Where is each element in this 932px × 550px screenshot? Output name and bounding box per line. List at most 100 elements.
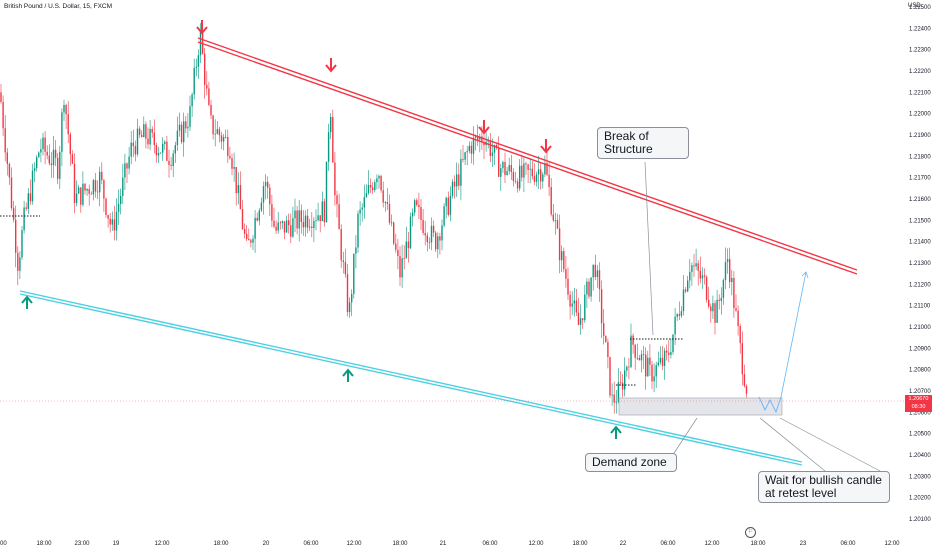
candle-body: [466, 151, 468, 153]
candle-body: [143, 124, 145, 137]
candle-body: [113, 219, 116, 231]
candle-body: [31, 170, 34, 202]
y-tick-label: 1.22200: [909, 69, 931, 75]
candle-body: [170, 165, 172, 167]
candle-body: [204, 53, 206, 85]
candle-body: [558, 228, 561, 261]
candle-body: [372, 187, 374, 191]
candle-body: [481, 136, 483, 142]
candle-body: [483, 141, 485, 146]
candle-body: [737, 310, 739, 327]
candle-body: [458, 174, 460, 186]
candle-body: [10, 177, 13, 209]
candle-body: [36, 157, 38, 169]
candle-body: [668, 352, 670, 355]
candle-body: [718, 299, 720, 301]
candle-body: [334, 162, 336, 196]
down-arrow-icon: [540, 145, 552, 154]
candle-body: [290, 225, 292, 237]
candle-body: [264, 181, 267, 187]
candle-body: [260, 202, 263, 211]
candle-body: [233, 167, 235, 169]
candle-body: [474, 136, 477, 138]
candle-body: [46, 151, 48, 156]
candle-body: [344, 261, 347, 275]
x-tick-label: 18:00: [572, 541, 588, 547]
candle-body: [724, 262, 727, 280]
current-price-value: 1.20670: [908, 396, 929, 402]
candle-body: [512, 171, 515, 181]
candle-body: [432, 225, 435, 233]
candle-body: [588, 281, 590, 297]
candle-body: [542, 174, 544, 182]
candle-body: [153, 132, 155, 146]
candle-body: [132, 142, 134, 147]
drawing-overlays: [0, 20, 905, 472]
candle-body: [422, 219, 424, 233]
candle-body: [430, 225, 433, 243]
candle-body: [90, 193, 92, 195]
candle-body: [269, 187, 271, 205]
candle-body: [361, 207, 363, 210]
candle-body: [340, 229, 342, 261]
candle-body: [86, 188, 88, 191]
candle-body: [628, 366, 630, 368]
candle-body: [298, 210, 300, 229]
candle-body: [731, 277, 733, 282]
y-axis: 1.22500 1.22400 1.22300 1.22200 1.22100 1.220…: [909, 5, 931, 523]
candle-body: [130, 142, 132, 157]
candle-body: [661, 357, 664, 366]
candle-body: [584, 294, 586, 321]
wait-note-callout[interactable]: Wait for bullish candle at retest level: [758, 471, 890, 503]
candle-body: [716, 299, 718, 323]
y-tick-label: 1.21300: [909, 261, 931, 267]
candle-body: [682, 289, 685, 312]
candle-body: [239, 185, 242, 210]
candle-body: [365, 193, 368, 198]
y-tick-label: 1.21700: [909, 176, 931, 182]
demand-zone-callout[interactable]: Demand zone: [585, 453, 677, 472]
candle-body: [321, 201, 323, 222]
candle-countdown: 08:30: [911, 404, 926, 410]
candle-body: [428, 242, 431, 243]
candle-body: [117, 203, 120, 212]
candle-body: [657, 362, 659, 366]
candle-body: [193, 67, 195, 95]
candle-body: [355, 247, 357, 254]
candle-body: [275, 226, 277, 231]
candle-body: [17, 252, 19, 271]
candle-body: [330, 117, 332, 133]
candle-body: [550, 187, 552, 215]
candle-body: [378, 175, 380, 179]
up-arrow-icon: [342, 368, 354, 377]
candle-body: [29, 193, 32, 202]
candle-body: [75, 193, 78, 203]
candle-body: [159, 152, 162, 154]
flag-icon[interactable]: ⚐: [745, 527, 756, 538]
candle-body: [567, 278, 569, 295]
x-tick-label: 12:00: [704, 541, 720, 547]
x-tick-label: 06:00: [840, 541, 856, 547]
candle-body: [537, 169, 540, 175]
callout-connector: [644, 161, 654, 336]
candle-body: [636, 357, 638, 359]
x-tick-label: 06:00: [482, 541, 498, 547]
candle-body: [504, 161, 506, 176]
candle-body: [189, 106, 191, 127]
x-tick-label: 18:00: [750, 541, 766, 547]
candle-body: [712, 303, 714, 312]
candle-body: [676, 314, 678, 317]
candle-body: [479, 136, 481, 140]
candle-body: [739, 326, 741, 344]
x-tick-label: 12:00: [884, 541, 900, 547]
candle-body: [439, 236, 441, 241]
candle-body: [267, 181, 269, 188]
candle-body: [65, 104, 67, 115]
candle-body: [128, 156, 130, 169]
candle-body: [409, 216, 412, 249]
x-tick-label: 06:00: [660, 541, 676, 547]
candle-body: [73, 163, 76, 203]
break-of-structure-callout[interactable]: Break of Structure: [597, 127, 689, 159]
candle-body: [0, 92, 2, 103]
